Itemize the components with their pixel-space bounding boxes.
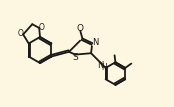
Text: H: H [101, 63, 107, 73]
Text: O: O [77, 24, 84, 33]
Text: N: N [98, 61, 104, 70]
Text: N: N [92, 38, 98, 47]
Text: O: O [18, 29, 23, 38]
Text: O: O [39, 23, 45, 32]
Text: S: S [72, 53, 78, 62]
